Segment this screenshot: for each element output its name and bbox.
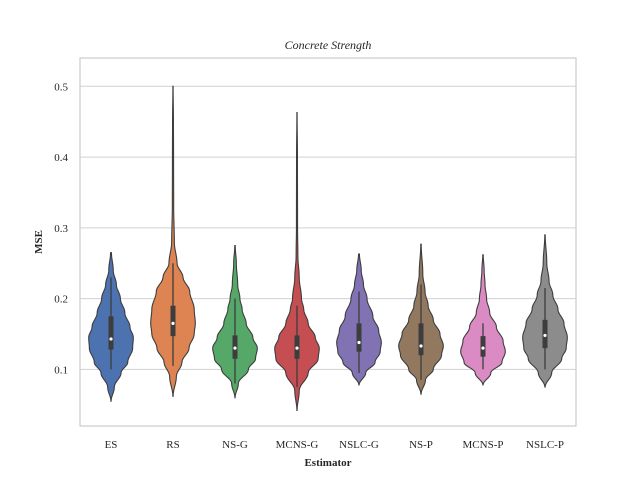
y-tick-label: 0.3 — [54, 223, 68, 235]
violin-nslc-g — [336, 253, 382, 386]
x-tick-label: NS-G — [222, 439, 248, 451]
x-tick-label: NSLC-G — [339, 439, 379, 451]
y-axis-label: MSE — [33, 230, 45, 254]
violins — [88, 85, 568, 411]
violin-nslc-p — [522, 234, 568, 388]
violin-median — [419, 344, 423, 348]
x-tick-label: ES — [105, 439, 118, 451]
violin-median — [109, 337, 113, 341]
violin-body — [150, 85, 196, 397]
x-axis-label: Estimator — [304, 457, 351, 469]
violin-iqr-box — [170, 305, 176, 337]
violin-rs — [150, 85, 196, 397]
violin-median — [481, 346, 485, 350]
violin-body — [460, 254, 506, 386]
x-tick-label: MCNS-P — [463, 439, 504, 451]
y-tick-label: 0.5 — [54, 81, 68, 93]
y-tick-labels: 0.1 0.2 0.3 0.4 0.5 — [54, 81, 68, 376]
plot-frame — [79, 57, 577, 427]
violin-es — [88, 252, 134, 402]
violin-body — [274, 111, 320, 411]
x-tick-label: NSLC-P — [526, 439, 564, 451]
y-tick-label: 0.1 — [54, 364, 68, 376]
x-tick-label: RS — [166, 439, 179, 451]
x-tick-label: NS-P — [409, 439, 433, 451]
violin-median — [233, 346, 237, 350]
violin-mcns-g — [274, 111, 320, 411]
y-tick-label: 0.2 — [54, 294, 68, 306]
x-tick-labels: ES RS NS-G MCNS-G NSLC-G NS-P MCNS-P NSLC-P — [105, 439, 564, 451]
violin-ns-g — [212, 244, 258, 399]
x-tick-label: MCNS-G — [276, 439, 319, 451]
violin-iqr-box — [356, 323, 362, 352]
violin-iqr-box — [418, 323, 424, 356]
y-tick-label: 0.4 — [54, 152, 68, 164]
violin-median — [171, 321, 175, 325]
violin-median — [543, 333, 547, 338]
chart-title: Concrete Strength — [285, 38, 372, 52]
violin-iqr-box — [480, 336, 486, 357]
violin-iqr-box — [108, 316, 114, 350]
violin-ns-p — [398, 243, 444, 395]
violin-mcns-p — [460, 254, 506, 386]
violin-median — [295, 346, 299, 350]
violin-median — [357, 340, 361, 345]
